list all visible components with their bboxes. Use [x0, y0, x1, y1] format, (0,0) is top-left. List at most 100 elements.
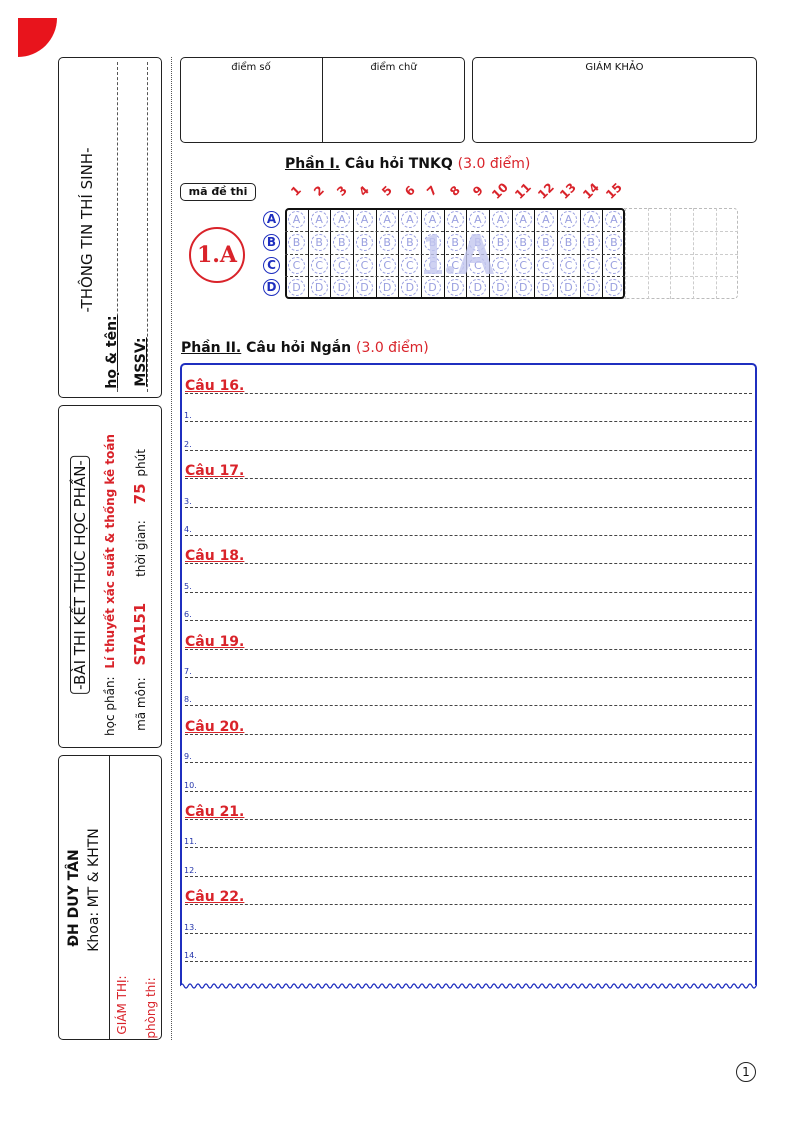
answer-bubble[interactable]: C: [288, 256, 305, 274]
answer-bubble[interactable]: B: [537, 233, 555, 251]
answer-bubble[interactable]: C: [582, 256, 600, 274]
answer-bubble[interactable]: A: [582, 211, 600, 228]
sub-answer-label: 3.: [184, 496, 192, 506]
answer-line[interactable]: [185, 705, 752, 707]
answer-bubble[interactable]: A: [356, 211, 373, 228]
answer-bubble[interactable]: D: [424, 279, 442, 297]
answer-line[interactable]: [185, 790, 752, 792]
part2-title: Phần II. Câu hỏi Ngắn (3.0 điểm): [181, 340, 429, 356]
answer-bubble[interactable]: D: [378, 279, 396, 297]
answer-bubble[interactable]: B: [492, 233, 510, 251]
answer-bubble[interactable]: B: [582, 233, 600, 251]
question-number: 11: [512, 180, 534, 202]
answer-bubble[interactable]: D: [469, 279, 487, 297]
answer-bubble[interactable]: B: [560, 233, 578, 251]
answer-line[interactable]: [185, 421, 752, 423]
corner-mark: [18, 18, 57, 57]
answer-bubble[interactable]: C: [560, 256, 578, 274]
answer-bubble[interactable]: D: [288, 279, 305, 297]
option-label-d: D: [263, 279, 280, 297]
answer-bubble[interactable]: A: [492, 211, 510, 228]
course-row: học phần: Lí thuyết xác suất & thống kê …: [103, 434, 117, 736]
grid-row-line: [285, 230, 626, 232]
school-divider: [109, 756, 110, 1039]
answer-bubble[interactable]: B: [356, 233, 373, 251]
answer-bubble[interactable]: C: [333, 256, 351, 274]
time-label: thời gian:: [134, 520, 148, 577]
answer-bubble[interactable]: B: [514, 233, 532, 251]
answer-bubble[interactable]: A: [446, 211, 464, 228]
answer-line[interactable]: [185, 904, 752, 906]
question-number: 15: [602, 180, 625, 202]
answer-bubble[interactable]: D: [560, 279, 578, 297]
answer-bubble[interactable]: B: [378, 233, 396, 251]
question-label: Câu 18.: [185, 548, 245, 565]
answer-bubble[interactable]: A: [401, 211, 419, 228]
answer-bubble[interactable]: A: [537, 211, 555, 228]
answer-bubble[interactable]: A: [605, 211, 623, 228]
answer-line[interactable]: [185, 478, 752, 480]
id-field[interactable]: [147, 62, 148, 392]
answer-bubble[interactable]: C: [356, 256, 373, 274]
answer-bubble[interactable]: C: [514, 256, 532, 274]
answer-bubble[interactable]: A: [514, 211, 532, 228]
answer-line[interactable]: [185, 677, 752, 678]
answer-line[interactable]: [185, 819, 752, 820]
answer-line[interactable]: [185, 932, 752, 934]
exam-title: -BÀI THI KẾT THÚC HỌC PHẦN-: [70, 456, 90, 694]
answer-bubble[interactable]: A: [333, 211, 351, 228]
answer-bubble[interactable]: A: [378, 211, 396, 228]
answer-bubble[interactable]: B: [401, 233, 419, 251]
time-value: 75: [131, 483, 149, 505]
answer-bubble[interactable]: D: [537, 279, 555, 297]
answer-bubble[interactable]: A: [424, 211, 442, 228]
name-field[interactable]: [117, 62, 118, 392]
answer-bubble[interactable]: A: [469, 211, 487, 228]
answer-bubble[interactable]: D: [492, 279, 510, 297]
answer-bubble[interactable]: D: [446, 279, 464, 297]
answer-line[interactable]: [185, 961, 752, 962]
answer-bubble[interactable]: B: [446, 233, 464, 251]
answer-line[interactable]: [185, 648, 752, 650]
answer-bubble[interactable]: C: [537, 256, 555, 274]
part2-prefix: Phần II.: [181, 340, 242, 356]
question-label: Câu 17.: [185, 463, 245, 480]
answer-bubble[interactable]: D: [310, 279, 328, 297]
answer-line[interactable]: [185, 449, 752, 451]
score-number-label: điểm số: [231, 62, 271, 73]
grid-extension-row: [625, 276, 738, 278]
answer-line[interactable]: [185, 591, 752, 593]
answer-line[interactable]: [185, 847, 752, 849]
answer-bubble[interactable]: C: [492, 256, 510, 274]
answer-bubble[interactable]: D: [333, 279, 351, 297]
score-divider: [322, 58, 323, 142]
answer-bubble[interactable]: D: [514, 279, 532, 297]
answer-bubble[interactable]: C: [378, 256, 396, 274]
answer-line[interactable]: [185, 733, 752, 735]
answer-bubble[interactable]: B: [333, 233, 351, 251]
answer-bubble[interactable]: D: [582, 279, 600, 297]
answer-bubble[interactable]: B: [288, 233, 305, 251]
answer-bubble[interactable]: B: [605, 233, 623, 251]
answer-bubble[interactable]: A: [288, 211, 305, 228]
answer-line[interactable]: [185, 875, 752, 877]
answer-line[interactable]: [185, 506, 752, 508]
question-label: Câu 22.: [185, 889, 245, 906]
answer-bubble[interactable]: C: [605, 256, 623, 274]
answer-bubble[interactable]: D: [605, 279, 623, 297]
answer-line[interactable]: [185, 535, 752, 536]
answer-bubble[interactable]: A: [560, 211, 578, 228]
answer-line[interactable]: [185, 620, 752, 622]
answer-line[interactable]: [185, 762, 752, 764]
answer-bubble[interactable]: D: [356, 279, 373, 297]
answer-bubble[interactable]: A: [310, 211, 328, 228]
answer-bubble[interactable]: B: [310, 233, 328, 251]
answer-line[interactable]: [185, 393, 752, 394]
answer-bubble[interactable]: C: [401, 256, 419, 274]
answer-bubble[interactable]: C: [310, 256, 328, 274]
answer-line[interactable]: [185, 563, 752, 565]
code-value: STA151: [131, 602, 149, 666]
grid-extension-row: [625, 253, 738, 255]
score-word-label: điểm chữ: [370, 62, 417, 73]
answer-bubble[interactable]: D: [401, 279, 419, 297]
